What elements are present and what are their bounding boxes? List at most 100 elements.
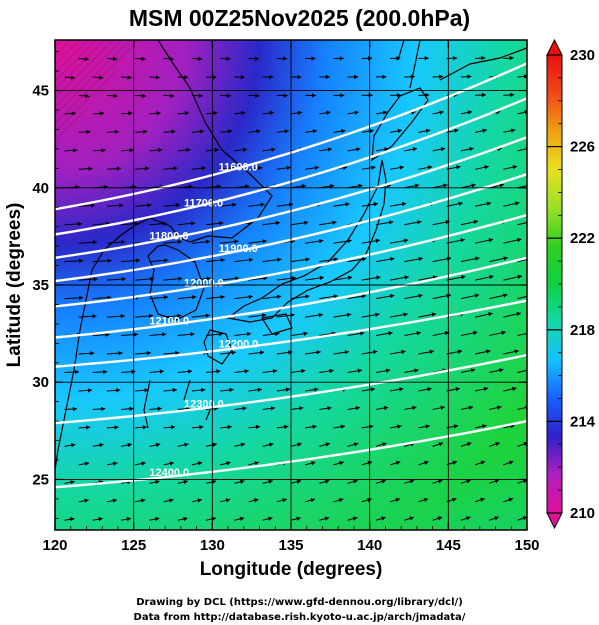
wind-arrow-head xyxy=(258,165,263,171)
wind-arrow-head xyxy=(242,147,248,152)
wind-arrow-head xyxy=(496,405,502,410)
wind-arrow-head xyxy=(458,201,463,206)
wind-arrow-head xyxy=(532,256,536,260)
coast-ryukyu xyxy=(183,379,211,421)
wind-arrow-head xyxy=(316,350,321,355)
wind-arrow-head xyxy=(101,148,106,153)
wind-arrow-head xyxy=(452,460,457,465)
wind-arrow-head xyxy=(495,441,500,447)
coast-hokkaido xyxy=(371,87,429,162)
wind-arrow-head xyxy=(234,239,239,244)
wind-arrow-head xyxy=(325,442,330,447)
wind-arrow-head xyxy=(285,387,291,392)
x-axis-label: Longitude (degrees) xyxy=(200,559,383,580)
wind-arrow-head xyxy=(199,424,204,430)
contour-label: 11600.0 xyxy=(219,161,258,173)
wind-arrow-head xyxy=(225,498,231,503)
wind-arrow-head xyxy=(271,147,276,152)
wind-arrow-head xyxy=(198,93,203,98)
wind-arrow-head xyxy=(396,93,401,98)
wind-arrow-head xyxy=(162,221,167,226)
wind-arrow-head xyxy=(169,461,174,466)
wind-arrow-head xyxy=(100,406,106,412)
wind-arrow-head xyxy=(129,147,134,153)
colorbar-tick-label: 214 xyxy=(570,413,596,430)
wind-arrow-head xyxy=(268,442,274,447)
wind-arrow-head xyxy=(242,406,247,411)
wind-arrow-head xyxy=(262,313,267,318)
wind-arrow-head xyxy=(523,74,527,79)
wind-arrow-head xyxy=(226,461,231,466)
wind-arrow-head xyxy=(517,274,522,280)
wind-arrow-head xyxy=(460,238,465,243)
wind-arrow-head xyxy=(240,479,245,484)
colorbar-min-arrow xyxy=(546,512,563,530)
wind-arrow-head xyxy=(220,257,225,263)
wind-arrow-head xyxy=(399,165,404,170)
wind-arrow-head xyxy=(296,479,302,484)
wind-arrow-head xyxy=(439,110,444,115)
wind-arrow-head xyxy=(232,202,237,208)
wind-arrow-head xyxy=(114,425,119,430)
wind-arrow-shaft xyxy=(517,332,527,337)
x-tick-label: 145 xyxy=(436,537,461,554)
wind-arrow-head xyxy=(327,147,333,152)
wind-arrow-head xyxy=(304,220,309,226)
wind-arrow-head xyxy=(414,183,420,188)
colorbar-tick-label: 210 xyxy=(570,505,595,522)
wind-arrow-head xyxy=(345,202,350,207)
wind-arrow-head xyxy=(503,256,508,261)
wind-arrow-head xyxy=(159,369,164,374)
wind-arrow-head xyxy=(488,312,493,317)
wind-arrow-head xyxy=(142,425,147,430)
wind-arrow-head xyxy=(206,276,211,281)
wind-arrow-head xyxy=(269,110,274,116)
wind-arrow-head xyxy=(200,387,206,393)
wind-arrow-head xyxy=(324,479,330,484)
wind-arrow-head xyxy=(120,313,125,319)
wind-arrow-head xyxy=(339,460,344,466)
colorbar-tick-label: 226 xyxy=(570,139,595,156)
wind-arrow-head xyxy=(425,424,430,429)
wind-arrow-head xyxy=(256,129,261,134)
wind-arrow-head xyxy=(86,129,91,135)
wind-arrow-head xyxy=(437,479,443,484)
wind-arrow-head xyxy=(177,313,182,319)
wind-arrow-head xyxy=(329,368,334,374)
contour-label: 12200.0 xyxy=(219,338,259,350)
y-tick-label: 35 xyxy=(32,277,49,294)
wind-arrow-head xyxy=(397,424,402,429)
wind-arrow-head xyxy=(211,479,217,485)
wind-arrow-head xyxy=(85,93,90,99)
wind-arrow-head xyxy=(276,294,282,299)
wind-arrow-head xyxy=(175,202,180,208)
wind-arrow-head xyxy=(227,424,232,430)
wind-arrow-head xyxy=(494,479,500,484)
wind-arrow-head xyxy=(144,388,149,393)
wind-arrow-head xyxy=(301,368,306,374)
wind-arrow-head xyxy=(353,479,358,484)
x-tick-label: 150 xyxy=(514,537,539,554)
wind-arrow-head xyxy=(241,110,246,116)
wind-arrow-head xyxy=(369,128,374,134)
wind-arrow-head xyxy=(324,516,330,521)
wind-arrow-head xyxy=(275,220,280,226)
wind-arrow-head xyxy=(397,128,402,134)
wind-arrow-head xyxy=(156,111,161,116)
wind-arrow-head xyxy=(248,257,254,263)
wind-arrow-head xyxy=(127,442,132,448)
wind-arrow-head xyxy=(423,497,429,503)
wind-arrow-head xyxy=(172,387,177,393)
wind-arrow-head xyxy=(170,425,176,430)
wind-arrow-head xyxy=(522,479,527,484)
wind-arrow-head xyxy=(157,406,162,411)
wind-arrow-head xyxy=(226,56,231,61)
wind-arrow-head xyxy=(312,129,318,134)
wind-arrow-head xyxy=(226,93,232,98)
wind-arrow-head xyxy=(516,237,522,243)
wind-arrow-head xyxy=(440,405,445,410)
wind-arrow-head xyxy=(373,202,378,207)
wind-arrow-head xyxy=(340,93,345,98)
x-tick-label: 130 xyxy=(200,537,225,554)
wind-arrow-head xyxy=(178,276,183,281)
